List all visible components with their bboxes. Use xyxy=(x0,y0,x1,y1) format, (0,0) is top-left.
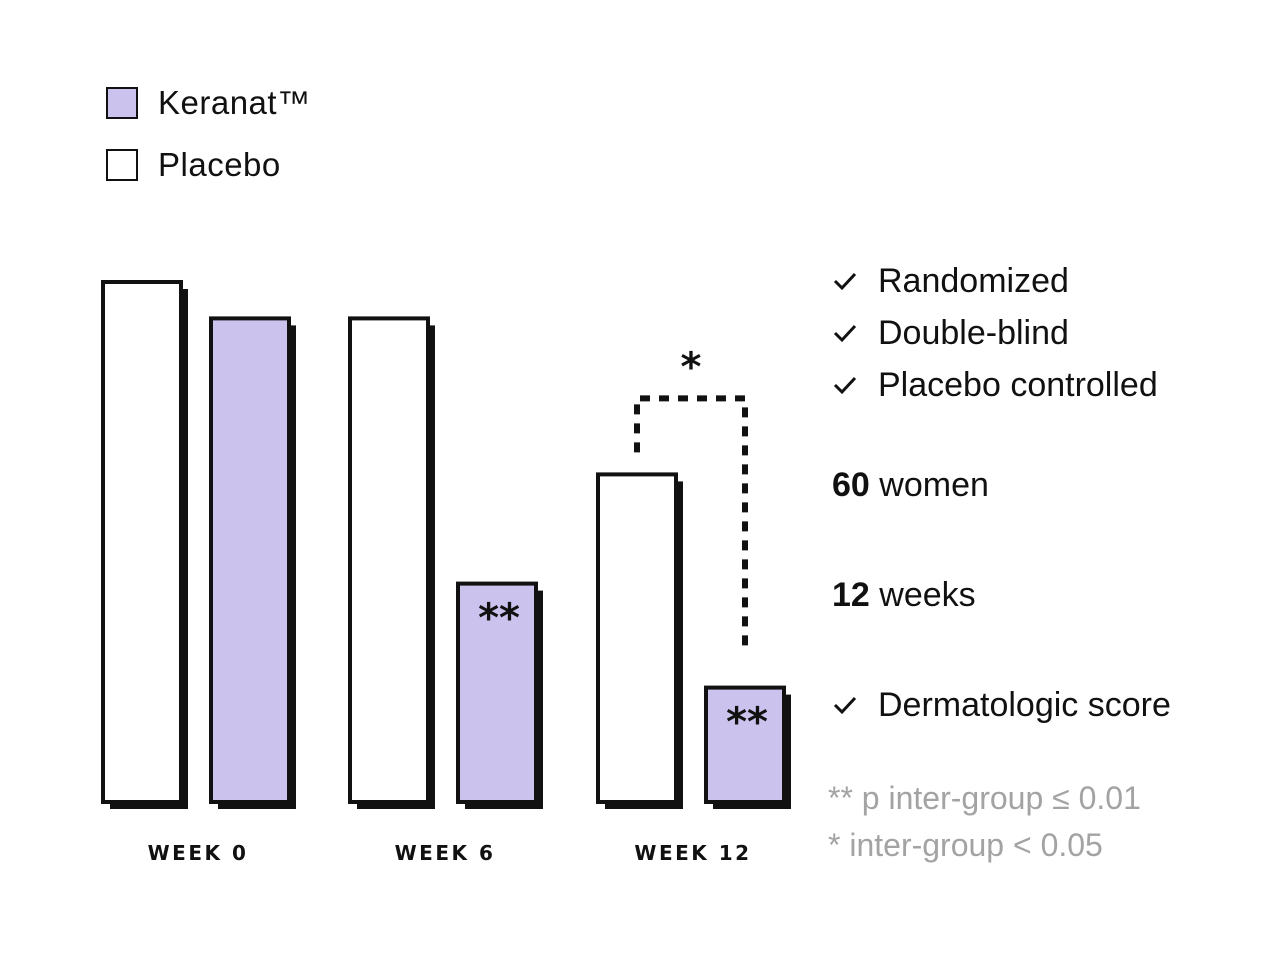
checklist-label: Double-blind xyxy=(878,314,1069,352)
bar-keranat-week-6 xyxy=(456,581,538,804)
checklist-label: Placebo controlled xyxy=(878,366,1158,404)
legend-label-placebo: Placebo xyxy=(158,146,281,183)
fact-duration: 12 weeks xyxy=(832,576,976,615)
fact-number: 60 xyxy=(832,466,870,504)
bar-keranat-week-12 xyxy=(704,685,786,804)
x-tick-label: WEEK 0 xyxy=(148,841,249,865)
checklist-label: Dermatologic score xyxy=(878,686,1171,724)
legend-swatch-placebo xyxy=(106,149,138,181)
legend-item-placebo: Placebo xyxy=(106,134,311,196)
comparison-significance-marker: * xyxy=(681,344,702,390)
check-icon xyxy=(832,314,862,353)
legend: Keranat™ Placebo xyxy=(106,72,311,196)
legend-swatch-keranat xyxy=(106,87,138,119)
x-tick-label: WEEK 6 xyxy=(395,841,496,865)
checklist-item-randomized: Randomized xyxy=(832,262,1069,301)
footnote-significance-05: * inter-group < 0.05 xyxy=(828,827,1103,863)
check-icon xyxy=(832,262,862,301)
legend-item-keranat: Keranat™ xyxy=(106,72,311,134)
x-tick-label: WEEK 12 xyxy=(634,841,751,865)
checklist-item-placebo-controlled: Placebo controlled xyxy=(832,366,1158,405)
bar-chart: WEEK 0 ** WEEK 6 ** WEEK 12 * xyxy=(101,280,791,865)
fact-participants: 60 women xyxy=(832,466,989,505)
checklist-item-double-blind: Double-blind xyxy=(832,314,1069,353)
fact-text: weeks xyxy=(879,576,976,614)
check-icon xyxy=(832,686,862,725)
checklist-label: Randomized xyxy=(878,262,1069,300)
significance-marker: ** xyxy=(726,700,768,746)
bar-placebo-week-0 xyxy=(101,280,183,804)
footnote-significance-01: ** p inter-group ≤ 0.01 xyxy=(828,780,1141,816)
fact-number: 12 xyxy=(832,576,870,614)
bar-keranat-week-0 xyxy=(209,316,291,804)
legend-label-keranat: Keranat™ xyxy=(158,84,311,121)
bar-placebo-week-6 xyxy=(348,316,430,804)
fact-text: women xyxy=(879,466,989,504)
bar-placebo-week-12 xyxy=(596,472,678,804)
checklist-item-dermatologic-score: Dermatologic score xyxy=(832,686,1171,725)
check-icon xyxy=(832,366,862,405)
comparison-bracket xyxy=(634,395,748,654)
significance-marker: ** xyxy=(478,596,520,642)
